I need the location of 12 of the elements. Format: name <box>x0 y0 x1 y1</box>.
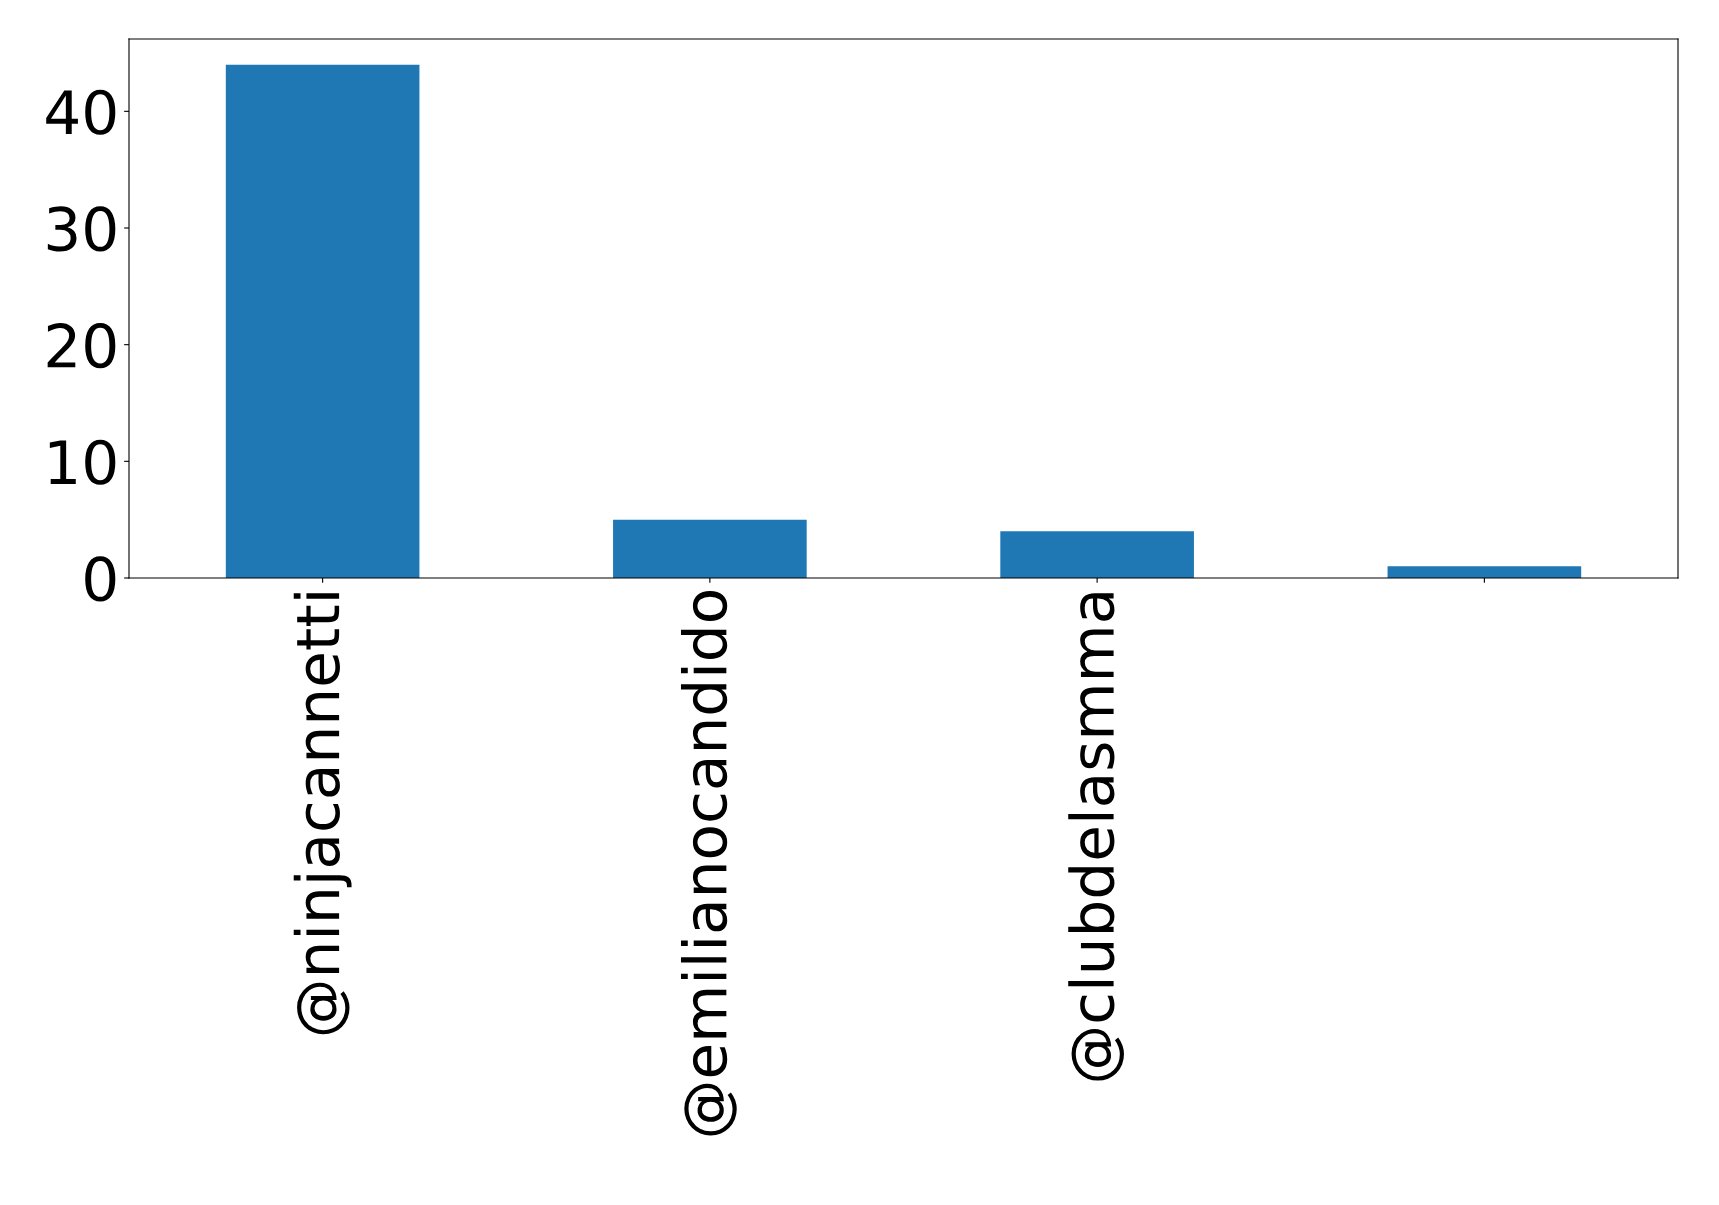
y-tick-label: 30 <box>47 206 116 252</box>
bar <box>613 519 807 578</box>
x-tick-label: @ninjacannetti <box>293 593 352 1035</box>
y-tick-label: 0 <box>85 556 116 602</box>
y-tick-label: 10 <box>49 439 116 485</box>
bar <box>1000 531 1194 578</box>
x-tick-label: @emilianocandido <box>680 591 737 1136</box>
bar <box>1387 566 1582 578</box>
y-tick-label: 20 <box>47 323 116 369</box>
bar <box>225 64 420 578</box>
x-tick-label: @clubdelasmma <box>1068 593 1124 1081</box>
y-tick-label: 40 <box>46 89 116 135</box>
